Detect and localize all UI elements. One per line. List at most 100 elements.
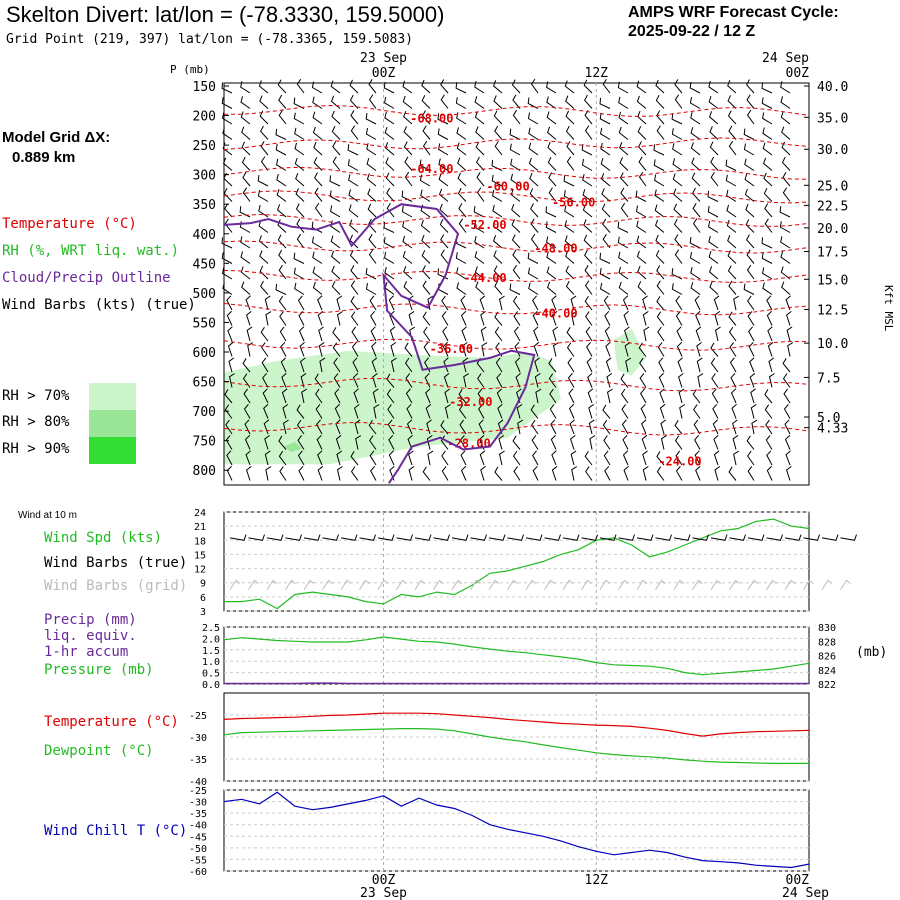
sfc-grid-wind-barb xyxy=(229,579,241,591)
precip-tick-label: 0.5 xyxy=(202,669,220,680)
precip-tick-label: 0.0 xyxy=(202,680,220,691)
wind-barb xyxy=(692,203,701,218)
wind-barb xyxy=(227,326,233,342)
wind-barb xyxy=(516,404,523,419)
wind-barb xyxy=(584,295,593,311)
wind-barb xyxy=(463,373,470,388)
wind-barb xyxy=(264,295,271,311)
wind-barb xyxy=(473,205,485,218)
wind-barb xyxy=(624,326,630,342)
wind-barb xyxy=(747,295,755,311)
wind-barb xyxy=(785,450,791,466)
wind-barb xyxy=(422,140,431,156)
wind-barb xyxy=(509,128,521,140)
wind-barb xyxy=(258,235,269,249)
isotherm-line xyxy=(224,104,810,117)
wind-barb xyxy=(293,97,305,109)
wind-tick-label: 21 xyxy=(194,522,206,533)
legend-wind-barbs-grid: Wind Barbs (grid) xyxy=(44,578,188,594)
wind-barb xyxy=(586,357,593,373)
wind-barb xyxy=(656,125,665,140)
wind-barb xyxy=(517,419,524,435)
wind-barb xyxy=(585,311,593,326)
wind-barb xyxy=(440,79,449,94)
wind-barb xyxy=(367,188,377,202)
isotherm-line xyxy=(223,240,810,254)
windchill-tick-label: -25 xyxy=(189,786,207,797)
isotherm-label: -36.00 xyxy=(430,342,473,356)
pressure-tick-label: 450 xyxy=(193,257,216,272)
wind-barb xyxy=(331,280,341,295)
wind-barb xyxy=(316,419,323,435)
wind-barb xyxy=(672,173,683,187)
wind-barb xyxy=(247,342,254,357)
sfc-grid-wind-barb xyxy=(396,579,407,591)
sfc-wind-barb xyxy=(581,534,598,541)
wind-barb xyxy=(456,282,467,295)
wind-barb xyxy=(708,266,719,280)
wind-barb xyxy=(782,187,791,202)
wind-barb xyxy=(278,94,287,109)
wind-barb xyxy=(582,189,593,202)
wind-barb xyxy=(584,280,593,295)
wind-barb xyxy=(298,310,305,326)
wind-barb xyxy=(551,310,558,326)
wind-barb xyxy=(222,112,233,125)
wind-barb xyxy=(731,403,737,419)
wind-barb xyxy=(708,250,719,264)
wind-barb xyxy=(317,450,323,466)
wind-barb xyxy=(564,220,575,233)
wind-barb xyxy=(512,450,521,466)
isotherm-line xyxy=(223,213,810,227)
wind-barb xyxy=(263,403,269,419)
height-tick-label: 4.33 xyxy=(817,422,848,437)
wind-barb xyxy=(368,249,377,264)
wind-barb xyxy=(354,403,360,419)
wind-barb xyxy=(599,112,611,125)
wind10m-panel-frame xyxy=(223,511,810,612)
wind-barb xyxy=(733,450,740,466)
wind-barb xyxy=(546,111,557,125)
sfc-grid-wind-barb xyxy=(544,579,555,591)
wind-barb xyxy=(425,403,432,419)
wind-barb xyxy=(294,157,305,171)
wind-barb xyxy=(355,435,362,450)
wind-barb xyxy=(442,341,449,357)
wind-barb xyxy=(443,357,449,373)
sfc-grid-wind-barb xyxy=(488,579,500,591)
wind-barb xyxy=(513,466,521,481)
wind-barb xyxy=(618,96,629,109)
wind-barb xyxy=(603,450,611,466)
wind-barb xyxy=(260,125,269,140)
wind-barb xyxy=(692,388,701,404)
wind-barb xyxy=(762,267,773,280)
height-tick-label: 40.0 xyxy=(817,80,848,95)
rh70-region xyxy=(224,350,561,465)
wind-barb xyxy=(656,296,665,311)
wind-barb xyxy=(675,466,683,481)
wind-barb xyxy=(334,403,341,419)
sfc-grid-wind-barb xyxy=(562,579,574,591)
wind-barb xyxy=(331,265,341,280)
wind-barb xyxy=(295,173,305,187)
wind-barb xyxy=(425,388,431,404)
wind-barb xyxy=(604,310,611,326)
wind-barb xyxy=(296,78,305,94)
wind-barb xyxy=(639,373,647,388)
wind-barb xyxy=(442,326,449,342)
wind-barb xyxy=(225,419,233,435)
wind-barb xyxy=(276,158,287,171)
model-grid-info: Model Grid ΔX: 0.889 km xyxy=(2,128,110,168)
wind-barb xyxy=(620,373,629,388)
wind-barb xyxy=(370,466,377,481)
wind-barb xyxy=(746,264,755,280)
wind-barb xyxy=(762,282,773,295)
wind-barb xyxy=(566,156,575,171)
temp-tick-label: -40 xyxy=(189,777,207,788)
wind-barb xyxy=(459,435,467,450)
isotherm-line xyxy=(223,338,810,351)
wind-barb xyxy=(458,389,467,404)
wind-barb xyxy=(582,174,593,187)
wind-barb xyxy=(654,219,665,233)
